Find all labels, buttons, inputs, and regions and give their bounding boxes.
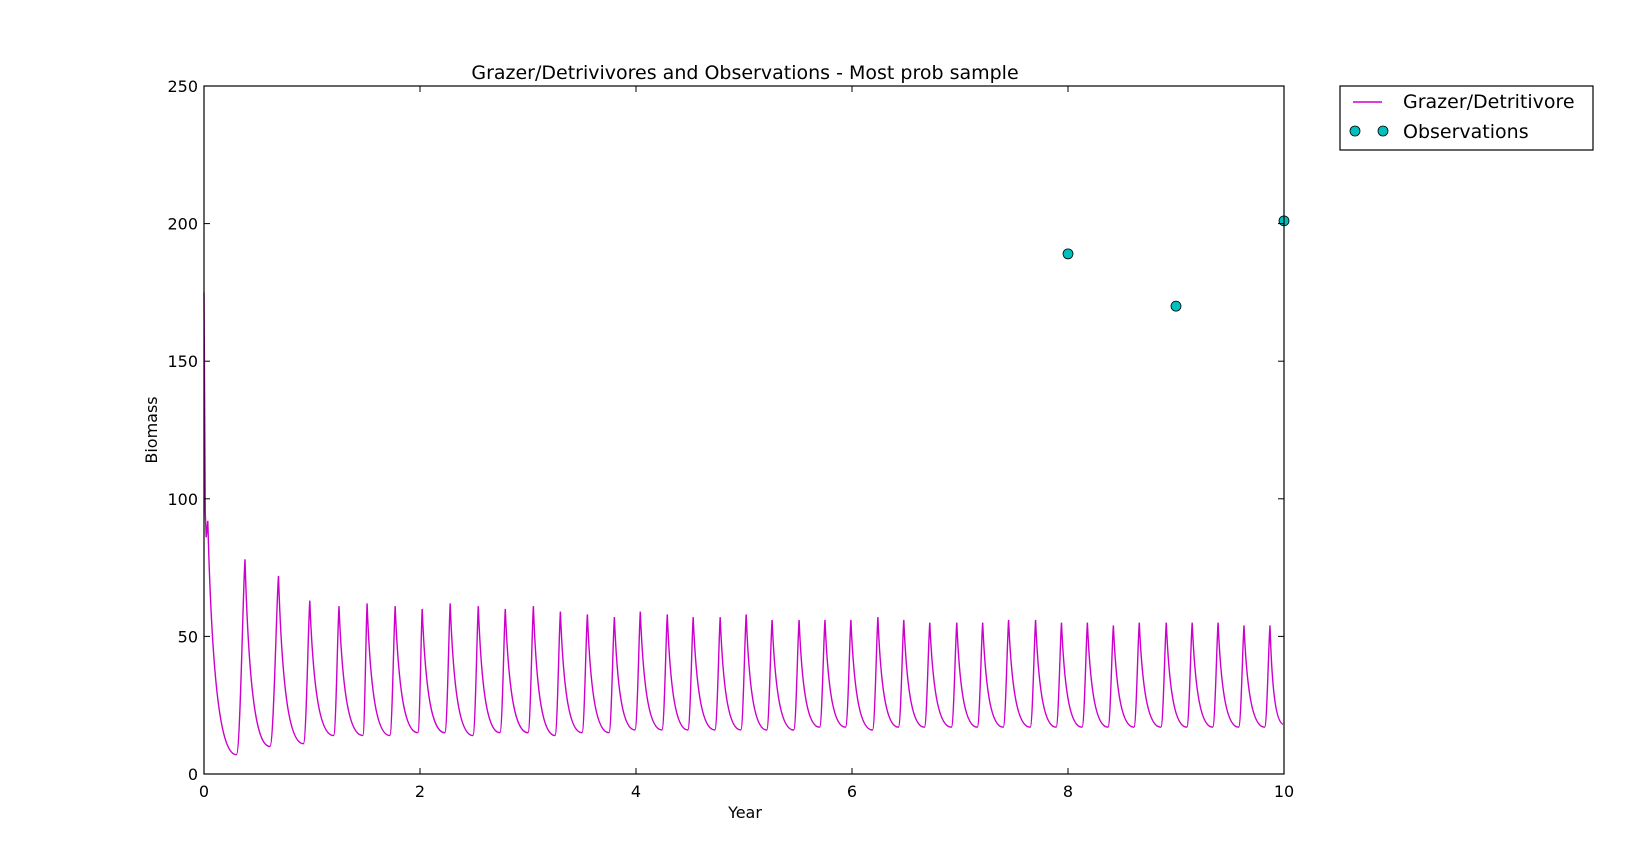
y-axis-label: Biomass: [142, 396, 161, 463]
axes-frame: [203, 85, 1285, 775]
y-tick-label: 250: [167, 77, 198, 96]
chart-title: Grazer/Detrivivores and Observations - M…: [471, 62, 1018, 84]
legend-label-observations: Observations: [1403, 121, 1529, 143]
legend-swatch-observations-left: [1349, 125, 1361, 137]
series-line-grazer-detritivore: [203, 292, 1283, 756]
y-tick-label: 0: [188, 765, 198, 784]
observation-point: [1170, 300, 1182, 312]
legend-swatch-observations-right: [1377, 125, 1389, 137]
x-tick-label: 6: [847, 782, 857, 801]
legend-label-grazer-detritivore: Grazer/Detritivore: [1403, 91, 1575, 113]
marker-layer: [1062, 215, 1290, 312]
y-axis-ticks: 0 50 100 150 200 250: [167, 77, 1284, 784]
y-tick-label: 50: [178, 627, 198, 646]
legend-frame: [1339, 85, 1594, 151]
legend: Grazer/Detritivore Observations: [1339, 85, 1594, 151]
x-tick-label: 2: [415, 782, 425, 801]
y-tick-label: 100: [167, 490, 198, 509]
series-layer: [203, 292, 1283, 756]
x-axis-ticks: 0 2 4 6 8 10: [199, 86, 1294, 801]
x-tick-label: 0: [199, 782, 209, 801]
observation-point: [1062, 248, 1074, 260]
x-tick-label: 10: [1274, 782, 1294, 801]
y-tick-label: 200: [167, 215, 198, 234]
x-tick-label: 4: [631, 782, 641, 801]
x-axis-label: Year: [727, 803, 762, 822]
plot-area: [203, 85, 1290, 775]
y-tick-label: 150: [167, 352, 198, 371]
x-tick-label: 8: [1063, 782, 1073, 801]
